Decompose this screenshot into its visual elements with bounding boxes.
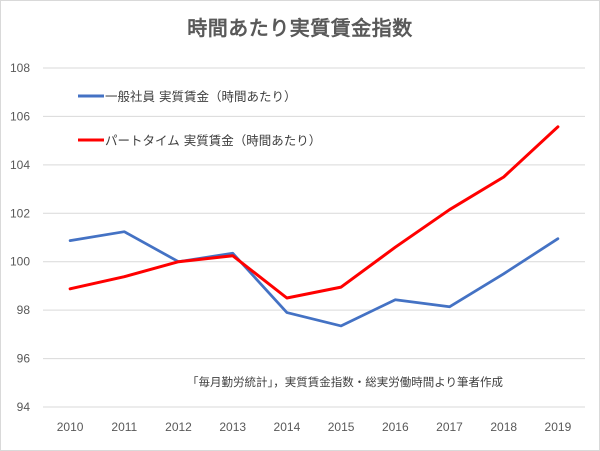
y-tick-label: 106: [10, 109, 30, 123]
series-line-regular: [68, 230, 560, 328]
series-lines: [68, 125, 560, 328]
source-annotation: 「毎月勤労統計」，実質賃金指数・総実労働時間より筆者作成: [187, 375, 504, 389]
legend: 一般社員 実質賃金（時間あたり） パートタイム 実質賃金（時間あたり）: [78, 89, 321, 148]
y-tick-label: 96: [17, 352, 31, 366]
x-tick-label: 2013: [219, 420, 246, 434]
y-tick-label: 104: [10, 158, 30, 172]
y-axis-ticks: 94 96 98 100 102 104 106 108: [10, 61, 30, 414]
x-tick-label: 2018: [490, 420, 517, 434]
x-tick-label: 2010: [57, 420, 84, 434]
y-tick-label: 102: [10, 206, 30, 220]
y-tick-label: 108: [10, 61, 30, 75]
x-tick-label: 2019: [545, 420, 572, 434]
series-line-part-time: [68, 125, 560, 300]
x-tick-label: 2012: [165, 420, 192, 434]
x-tick-label: 2011: [111, 420, 137, 434]
x-tick-label: 2015: [328, 420, 355, 434]
y-tick-label: 94: [17, 400, 31, 414]
y-tick-label: 98: [17, 303, 31, 317]
chart-title: 時間あたり実質賃金指数: [187, 16, 413, 40]
x-axis-ticks: 2010 2011 2012 2013 2014 2015 2016 2017 2018 2019: [57, 420, 572, 434]
legend-label-regular: 一般社員 実質賃金（時間あたり）: [105, 89, 296, 104]
legend-label-part-time: パートタイム 実質賃金（時間あたり）: [105, 133, 321, 148]
x-tick-label: 2016: [382, 420, 409, 434]
x-tick-label: 2017: [436, 420, 463, 434]
y-tick-label: 100: [10, 255, 30, 269]
x-tick-label: 2014: [274, 420, 301, 434]
gridlines: [43, 67, 585, 408]
